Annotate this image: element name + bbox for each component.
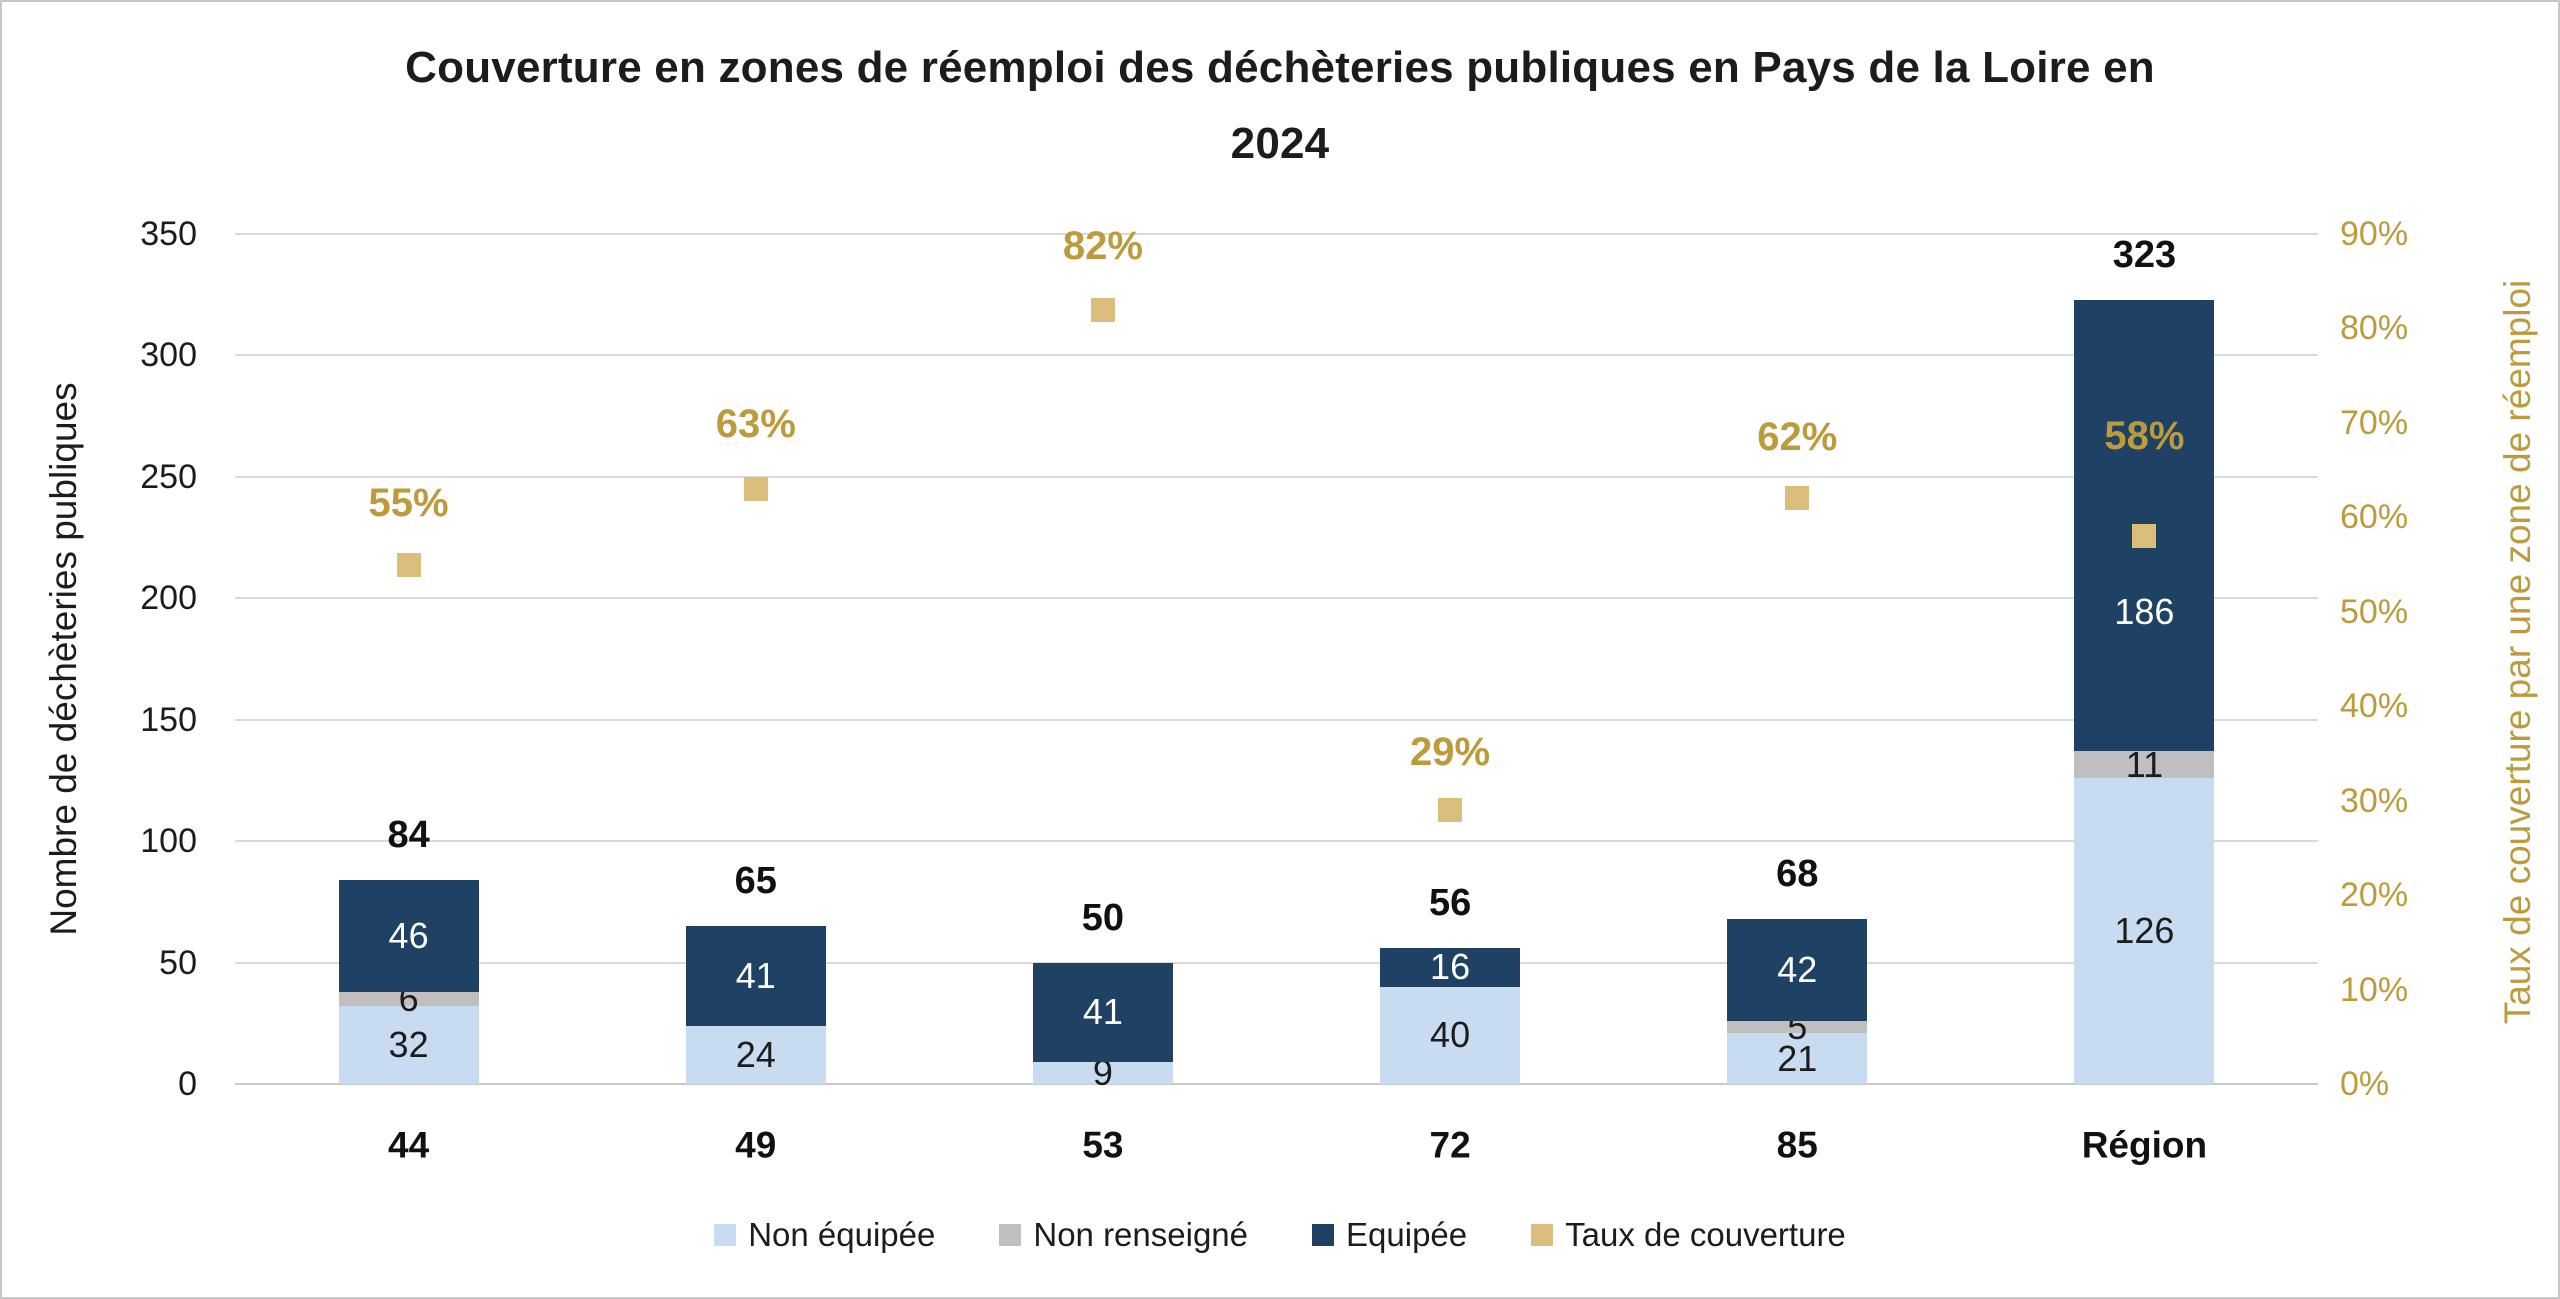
legend-swatch-icon [714, 1224, 737, 1246]
bar-segment-equipée [338, 880, 479, 992]
legend-label: Taux de couverture [1565, 1216, 1846, 1253]
coverage-rate-label: 63% [715, 402, 796, 446]
left-axis-tick-300: 300 [140, 336, 197, 375]
coverage-rate-label: 82% [1062, 223, 1143, 268]
right-axis-tick-0%: 0% [2340, 1065, 2390, 1103]
category-label-72: 72 [1429, 1124, 1471, 1166]
segment-value-label: 42 [1777, 948, 1818, 990]
legend-swatch-icon [1531, 1224, 1554, 1246]
category-label-49: 49 [735, 1124, 777, 1166]
segment-value-label: 186 [2114, 591, 2175, 633]
total-label: 56 [1428, 882, 1472, 924]
legend-item-non-équipée: Non équipée [714, 1216, 935, 1254]
left-axis-tick-50: 50 [159, 943, 197, 982]
left-axis-title: Nombre de déchèteries publiques [43, 382, 84, 936]
bar-segment-non-équipée [1727, 1033, 1868, 1084]
gridline-150 [235, 718, 2318, 721]
legend-label: Non renseigné [1033, 1216, 1249, 1253]
right-axis-tick-10%: 10% [2340, 970, 2409, 1009]
bar-segment-equipée [1380, 948, 1521, 987]
segment-value-label: 21 [1777, 1037, 1818, 1079]
legend-label: Non équipée [748, 1216, 936, 1253]
segment-value-label: 9 [1092, 1052, 1113, 1094]
category-label-85: 85 [1776, 1124, 1818, 1166]
right-axis-tick-80%: 80% [2340, 309, 2409, 348]
coverage-rate-label: 58% [2104, 414, 2185, 459]
left-axis-tick-200: 200 [140, 579, 197, 618]
coverage-rate-label: 29% [1410, 730, 1491, 775]
gridline-100 [235, 840, 2318, 843]
segment-value-label: 16 [1430, 946, 1471, 988]
legend-item-equipée: Equipée [1312, 1216, 1467, 1254]
right-axis-tick-70%: 70% [2340, 403, 2409, 442]
category-label-44: 44 [388, 1124, 430, 1166]
right-axis-title: Taux de couverture par une zone de réemp… [2497, 279, 2538, 1025]
total-label: 50 [1081, 896, 1125, 939]
segment-value-label: 40 [1430, 1014, 1471, 1056]
total-label: 65 [734, 860, 777, 903]
legend-item-non-renseigné: Non renseigné [999, 1216, 1248, 1254]
right-axis-tick-40%: 40% [2340, 687, 2409, 726]
coverage-rate-label: 62% [1757, 415, 1838, 460]
bar-segment-non-équipée [338, 1006, 479, 1084]
segment-value-label: 126 [2114, 910, 2175, 951]
segment-value-label: 32 [388, 1024, 429, 1066]
legend: Non équipée Non renseigné Equipée Taux de c… [2, 1210, 2558, 1260]
segment-value-label: 41 [735, 954, 776, 996]
gridline-350 [235, 233, 2318, 235]
coverage-rate-label: 55% [368, 480, 449, 525]
coverage-rate-marker [1785, 486, 1810, 511]
right-axis-tick-90%: 90% [2340, 215, 2409, 253]
legend-swatch-icon [1312, 1224, 1335, 1246]
segment-value-label: 41 [1082, 991, 1123, 1033]
right-axis-tick-50%: 50% [2340, 592, 2409, 631]
bar-segment-non-renseigné [1727, 1020, 1868, 1033]
gridline-0 [235, 1083, 2318, 1085]
gridline-200 [235, 597, 2318, 600]
coverage-rate-marker [743, 477, 768, 501]
total-label: 323 [2112, 233, 2177, 276]
total-label: 84 [387, 814, 430, 856]
category-label-Région: Région [2081, 1124, 2208, 1166]
chart-title-line-2: 2024 [1230, 119, 1330, 168]
right-axis-tick-20%: 20% [2340, 876, 2409, 915]
legend-item-taux-de-couverture: Taux de couverture [1531, 1216, 1846, 1254]
gridline-250 [235, 475, 2318, 478]
coverage-rate-marker [1438, 798, 1463, 823]
right-axis-tick-30%: 30% [2340, 781, 2409, 820]
segment-value-label: 11 [2125, 743, 2164, 785]
category-label-53: 53 [1082, 1124, 1124, 1166]
coverage-rate-marker [2132, 524, 2157, 549]
bar-segment-non-équipée [685, 1025, 826, 1084]
segment-value-label: 24 [735, 1033, 776, 1075]
bar-segment-non-équipée [1032, 1062, 1173, 1084]
bar-segment-equipée [1032, 962, 1173, 1063]
left-axis-tick-350: 350 [140, 215, 197, 253]
bar-segment-non-équipée [1380, 986, 1521, 1084]
left-axis-tick-150: 150 [140, 700, 197, 739]
chart-title-line-1: Couverture en zones de réemploi des déch… [405, 43, 2155, 92]
left-axis-tick-100: 100 [140, 822, 197, 861]
bar-segment-equipée [685, 926, 826, 1026]
gridline-50 [235, 961, 2318, 964]
bar-segment-equipée [1727, 918, 1868, 1021]
left-axis-tick-0: 0 [178, 1065, 197, 1103]
legend-swatch-icon [999, 1224, 1022, 1246]
bar-segment-non-renseigné [338, 991, 479, 1007]
coverage-rate-marker [396, 552, 421, 577]
gridline-300 [235, 354, 2318, 357]
coverage-rate-marker [1090, 297, 1115, 322]
left-axis-tick-250: 250 [140, 457, 197, 496]
segment-value-label: 46 [388, 914, 429, 956]
right-axis-tick-60%: 60% [2340, 498, 2409, 537]
total-label: 68 [1776, 852, 1819, 895]
bar-segment-non-renseigné [2074, 751, 2215, 778]
bar-segment-non-équipée [2074, 778, 2215, 1084]
legend-label: Equipée [1346, 1216, 1468, 1253]
